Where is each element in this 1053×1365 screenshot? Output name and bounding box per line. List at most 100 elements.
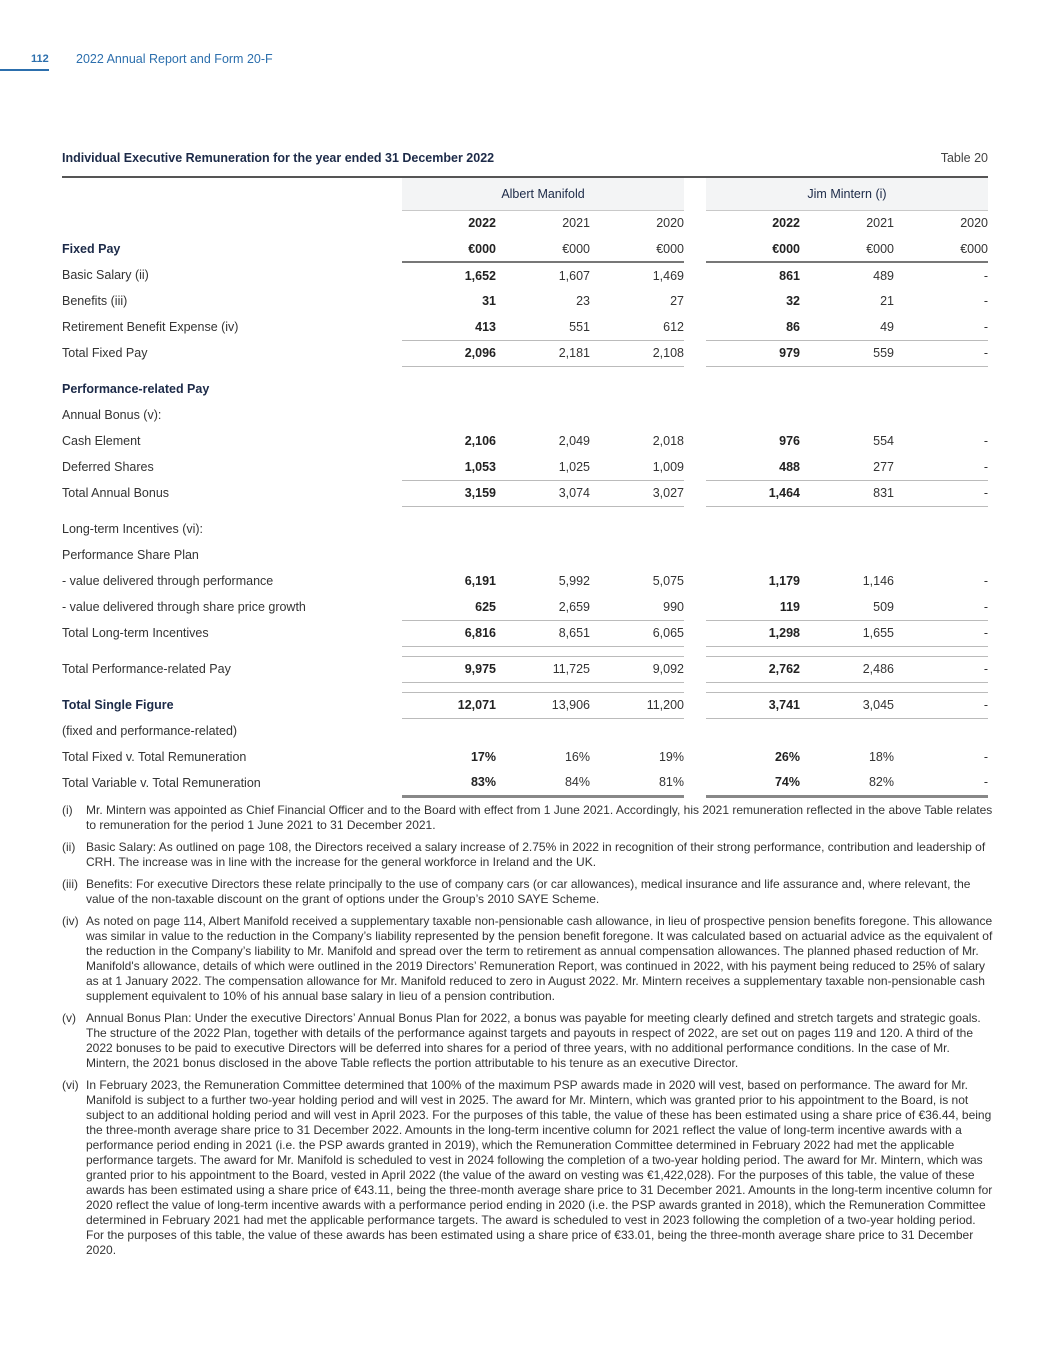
- value-cell: 3,045: [800, 691, 894, 719]
- value-cell: 625: [475, 599, 496, 614]
- value-cell: [590, 376, 684, 402]
- spacer-row: [62, 506, 988, 516]
- value-cell: [590, 542, 684, 568]
- value-cell: 5,992: [558, 574, 590, 588]
- value-cell: 979: [706, 339, 800, 367]
- year-header: 2022: [772, 216, 800, 231]
- value-cell: [496, 718, 590, 744]
- value-cell: 19%: [658, 750, 684, 764]
- footnote: (iv) As noted on page 114, Albert Manifol…: [62, 914, 994, 1004]
- value-cell: -: [983, 319, 988, 334]
- value-cell: 86: [786, 319, 800, 334]
- footnote: (v) Annual Bonus Plan: Under the executiv…: [62, 1011, 994, 1071]
- value-cell: -: [894, 479, 988, 507]
- row-label: - value delivered through share price gr…: [62, 600, 306, 614]
- row-label: Performance-related Pay: [62, 382, 210, 396]
- footnote-text: Benefits: For executive Directors these …: [86, 877, 971, 906]
- row-label: (fixed and performance-related): [62, 724, 238, 738]
- value-cell: [496, 376, 590, 402]
- value-cell: [590, 718, 684, 744]
- value-cell: 1,655: [800, 619, 894, 647]
- value-cell: 6,191: [464, 574, 496, 588]
- value-cell: 12,071: [402, 691, 496, 719]
- value-cell: 31: [482, 294, 496, 308]
- value-cell: -: [983, 750, 988, 764]
- footnote-label: (v): [62, 1011, 76, 1025]
- value-cell: -: [894, 619, 988, 647]
- value-cell: 82%: [800, 770, 894, 798]
- value-cell: 119: [779, 599, 800, 614]
- footnote-text: Annual Bonus Plan: Under the executive D…: [86, 1011, 981, 1070]
- table-row: Benefits (iii) 31 23 27 32 21 -: [62, 288, 988, 314]
- spacer-row: [62, 366, 988, 376]
- value-cell: 277: [873, 459, 894, 474]
- value-cell: 990: [663, 599, 684, 614]
- table-row: - value delivered through share price gr…: [62, 594, 988, 620]
- value-cell: [402, 718, 496, 744]
- row-label: Performance Share Plan: [62, 548, 199, 562]
- footnote: (ii) Basic Salary: As outlined on page 10…: [62, 840, 994, 870]
- value-cell: -: [983, 459, 988, 474]
- row-label: - value delivered through performance: [62, 574, 274, 588]
- table-row: Deferred Shares 1,053 1,025 1,009 488 277 -: [62, 454, 988, 480]
- value-cell: 6,065: [590, 619, 684, 647]
- value-cell: 861: [779, 268, 800, 283]
- table-row: Fixed Pay €000 €000 €000 €000 €000 €000: [62, 236, 988, 263]
- spacer-row: [62, 681, 988, 692]
- total-row: Total Annual Bonus 3,159 3,074 3,027 1,464 83…: [62, 479, 988, 507]
- value-cell: 413: [475, 319, 496, 334]
- value-cell: 2,181: [496, 339, 590, 367]
- value-cell: [496, 516, 590, 542]
- year-header: 2021: [562, 216, 590, 231]
- footnote: (i) Mr. Mintern was appointed as Chief Fi…: [62, 803, 994, 833]
- footnote-label: (iii): [62, 877, 78, 891]
- value-cell: 1,298: [706, 619, 800, 647]
- footnote-label: (iv): [62, 914, 79, 928]
- value-cell: 488: [779, 459, 800, 474]
- value-cell: 74%: [706, 770, 800, 798]
- value-cell: 3,159: [402, 479, 496, 507]
- value-cell: [496, 402, 590, 428]
- footnote-label: (vi): [62, 1078, 79, 1092]
- footnote-label: (i): [62, 803, 73, 817]
- row-label: Total Single Figure: [62, 698, 174, 712]
- spacer-row: [62, 645, 988, 656]
- document-title: 2022 Annual Report and Form 20-F: [76, 52, 273, 66]
- value-cell: 5,075: [652, 574, 684, 588]
- value-cell: €000: [894, 236, 988, 263]
- total-row: Total Single Figure 12,071 13,906 11,200 3,7…: [62, 691, 988, 719]
- value-cell: 2,106: [464, 434, 496, 448]
- value-cell: 17%: [470, 750, 496, 764]
- row-label: Long-term Incentives (vi):: [62, 522, 204, 536]
- value-cell: €000: [590, 236, 684, 263]
- value-cell: €000: [800, 236, 894, 263]
- value-cell: 559: [800, 339, 894, 367]
- value-cell: €000: [402, 236, 496, 263]
- value-cell: 1,652: [464, 268, 496, 283]
- value-cell: 1,464: [706, 479, 800, 507]
- page-number: 112: [31, 53, 49, 65]
- group-jim-mintern: Jim Mintern (i): [706, 178, 988, 211]
- row-label: Total Fixed v. Total Remuneration: [62, 750, 247, 764]
- value-cell: 976: [779, 434, 800, 448]
- table-title: Individual Executive Remuneration for th…: [62, 151, 495, 165]
- value-cell: 2,486: [800, 655, 894, 683]
- footnote-text: Mr. Mintern was appointed as Chief Finan…: [86, 803, 993, 832]
- value-cell: [800, 376, 894, 402]
- page-number-underline: [0, 69, 49, 71]
- footnotes: (i) Mr. Mintern was appointed as Chief Fi…: [62, 803, 994, 1265]
- row-label: Total Annual Bonus: [62, 486, 170, 500]
- table-row: Performance Share Plan: [62, 542, 988, 568]
- value-cell: 11,725: [496, 655, 590, 683]
- value-cell: 831: [800, 479, 894, 507]
- table-row: (fixed and performance-related): [62, 718, 988, 744]
- row-label: Total Fixed Pay: [62, 346, 148, 360]
- value-cell: -: [894, 691, 988, 719]
- value-cell: 6,816: [402, 619, 496, 647]
- value-cell: -: [894, 339, 988, 367]
- value-cell: -: [983, 434, 988, 448]
- table-row: - value delivered through performance 6,1…: [62, 568, 988, 594]
- value-cell: 1,025: [558, 459, 590, 474]
- row-label: Benefits (iii): [62, 294, 128, 308]
- value-cell: [496, 542, 590, 568]
